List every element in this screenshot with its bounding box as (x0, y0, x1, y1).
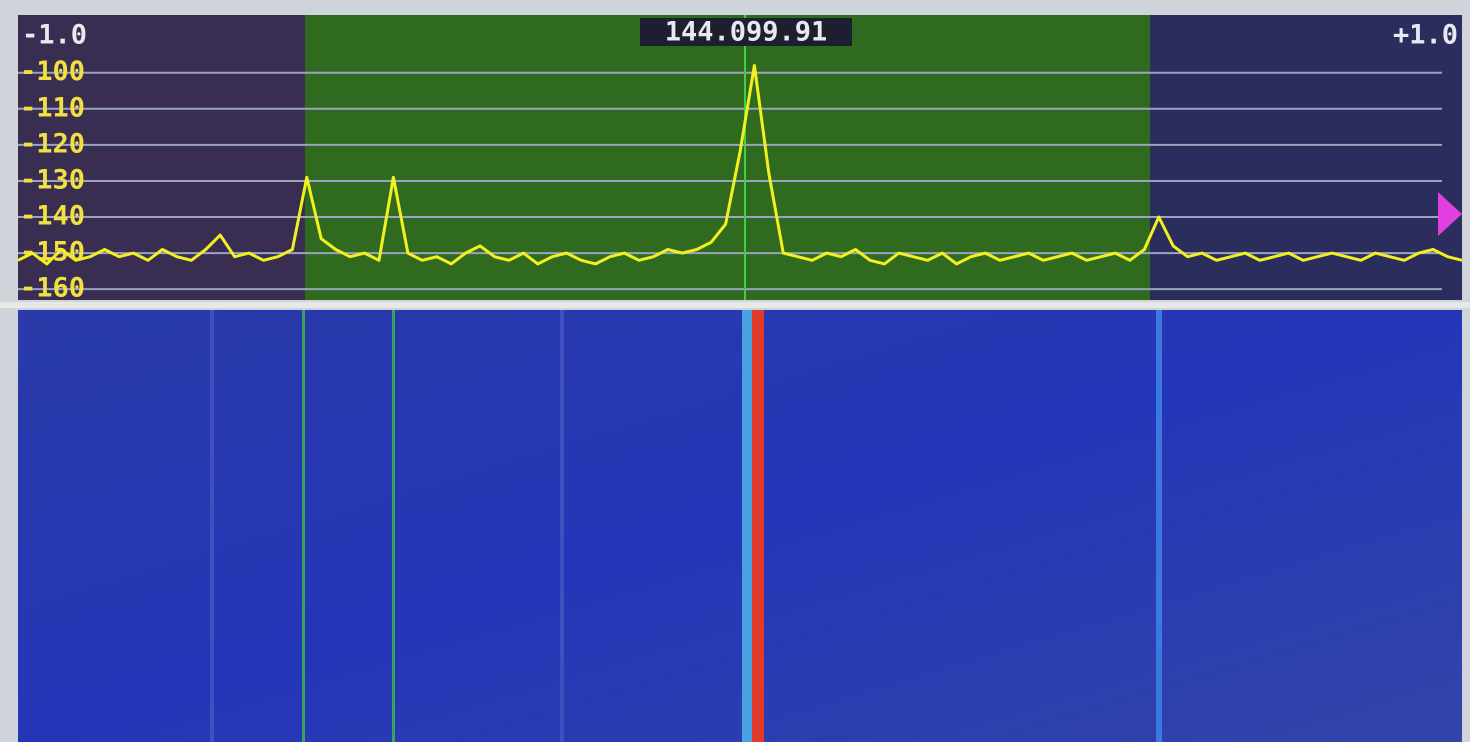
y-tick-label: -160 (20, 273, 85, 304)
page: -100 -110 -120 -130 -140 -150 -160 -1.0 +1.0 144… (0, 0, 1470, 742)
x-tick-label: -1.0 (22, 20, 87, 51)
spectrum-right (1150, 15, 1462, 300)
waterfall-streak (560, 310, 564, 742)
waterfall (18, 310, 1462, 742)
waterfall-streak (210, 310, 214, 742)
waterfall-signal (302, 310, 305, 742)
center-frequency: 144.099.91 (665, 17, 828, 48)
y-tick-label: -120 (20, 128, 85, 159)
y-tick-label: -100 (20, 56, 85, 87)
y-tick-label: -110 (20, 92, 85, 123)
tuning-marker (752, 310, 764, 742)
sdr-display: -100 -110 -120 -130 -140 -150 -160 -1.0 +1.0 144… (0, 0, 1470, 742)
x-tick-label: +1.0 (1393, 20, 1458, 51)
y-tick-label: -140 (20, 201, 85, 232)
waterfall-signal (392, 310, 395, 742)
waterfall-signal (1156, 310, 1162, 742)
y-tick-label: -150 (20, 237, 85, 268)
waterfall-signal (742, 310, 752, 742)
y-tick-label: -130 (20, 164, 85, 195)
